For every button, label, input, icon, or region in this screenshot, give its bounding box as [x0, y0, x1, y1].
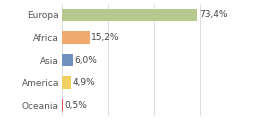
Bar [62, 9, 197, 21]
Bar [62, 31, 90, 44]
Text: 73,4%: 73,4% [199, 10, 227, 19]
Text: 15,2%: 15,2% [91, 33, 120, 42]
Text: 4,9%: 4,9% [72, 78, 95, 87]
Text: 0,5%: 0,5% [64, 101, 87, 110]
Bar [62, 76, 71, 89]
Text: 6,0%: 6,0% [74, 55, 97, 65]
Bar [62, 54, 73, 66]
